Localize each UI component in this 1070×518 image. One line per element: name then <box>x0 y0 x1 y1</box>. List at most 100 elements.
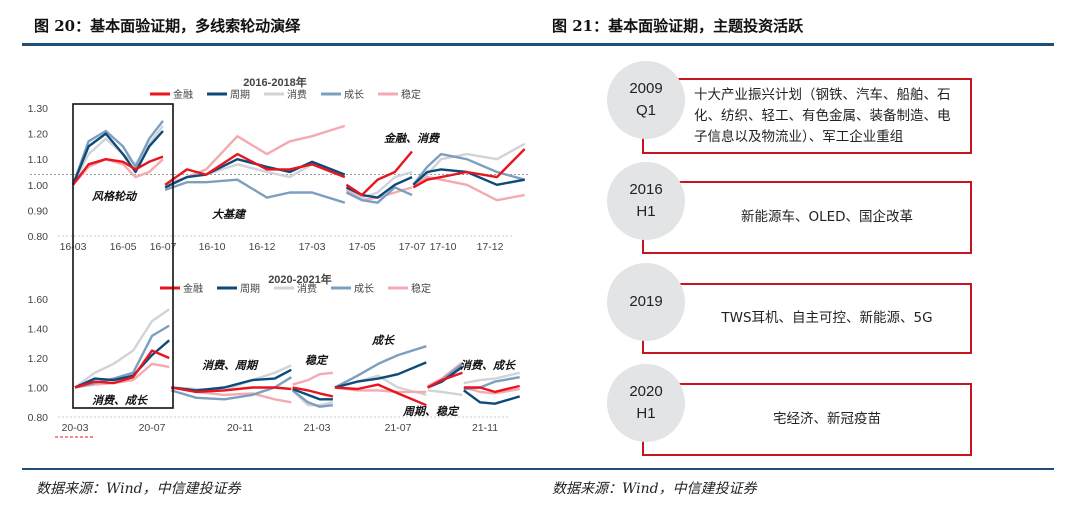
x-tick-label: 16-12 <box>249 241 276 253</box>
badge-year: 2009 <box>629 80 663 97</box>
legend-label: 稳定 <box>411 282 431 295</box>
theme-text: 宅经济、新冠疫苗 <box>773 411 881 427</box>
chart-annotation: 稳定 <box>305 354 329 367</box>
legend-label: 成长 <box>344 89 364 101</box>
series-line-稳定 <box>412 175 525 202</box>
series-line-消费 <box>427 389 463 397</box>
chart-annotation: 大基建 <box>212 208 247 221</box>
y-tick-label: 1.20 <box>28 353 49 365</box>
x-tick-label: 16-07 <box>150 241 177 253</box>
series-line-成长 <box>164 178 346 204</box>
chart-2020-2021: 1.60 1.40 1.20 1.00 0.80 20-03 20-07 20-11 21-03… <box>28 272 521 434</box>
theme-text: TWS耳机、自主可控、新能源、5G <box>721 310 933 326</box>
series-line-金融 <box>171 386 292 394</box>
highlight-frame <box>72 103 174 409</box>
series-line-稳定 <box>463 386 520 395</box>
x-tick-label: 17-05 <box>349 241 376 253</box>
timeline-theme-box: 十大产业振兴计划（钢铁、汽车、船舶、石化、纺织、轻工、有色金属、装备制造、电子信… <box>642 78 972 154</box>
legend-label: 消费 <box>297 282 317 295</box>
legend-label: 金融 <box>183 282 203 295</box>
badge-period: H1 <box>636 203 656 220</box>
badge-year: 2020 <box>629 383 663 400</box>
chart-annotation: 消费、成长 <box>460 359 516 372</box>
series-line-金融 <box>72 155 164 186</box>
x-tick-label: 21-03 <box>304 422 331 434</box>
chart-annotation: 风格轮动 <box>91 190 138 203</box>
y-tick-label: 0.90 <box>28 205 49 217</box>
x-tick-label: 20-03 <box>62 422 89 434</box>
badge-year: 2016 <box>629 181 663 198</box>
badge-period: H1 <box>636 405 656 422</box>
legend-label: 周期 <box>240 283 260 295</box>
legend-label: 稳定 <box>401 88 421 101</box>
timeline-theme-box: 宅经济、新冠疫苗 <box>642 383 972 456</box>
x-tick-label: 17-03 <box>299 241 326 253</box>
series-line-周期 <box>463 389 521 405</box>
badge-period: Q1 <box>635 102 656 119</box>
series-line-消费 <box>345 170 413 199</box>
x-tick-label: 17-07 <box>399 241 426 253</box>
y-tick-label: 1.20 <box>28 129 49 141</box>
legend-label: 消费 <box>287 88 307 101</box>
y-tick-label: 1.10 <box>28 154 49 166</box>
chart-annotation: 消费、成长 <box>92 394 148 407</box>
series-line-稳定 <box>72 157 164 186</box>
y-tick-label: 1.00 <box>28 383 49 395</box>
series-line-成长 <box>71 120 164 186</box>
timeline-date-badge: 2009 Q1 <box>607 61 685 139</box>
chart-annotation: 成长 <box>371 334 395 347</box>
chart-annotation: 周期、稳定 <box>402 405 460 418</box>
bottom-rule <box>22 468 1054 470</box>
y-tick-label: 0.80 <box>28 412 49 424</box>
timeline-theme-box: TWS耳机、自主可控、新能源、5G <box>642 283 972 354</box>
series-line-稳定 <box>292 371 334 386</box>
series-line-成长 <box>170 376 292 401</box>
series-line-周期 <box>71 130 164 186</box>
badge-year: 2019 <box>629 293 663 310</box>
legend-label: 金融 <box>173 88 193 101</box>
x-tick-label: 17-12 <box>477 241 504 253</box>
series-line-金融 <box>412 148 526 189</box>
theme-text: 十大产业振兴计划（钢铁、汽车、船舶、石化、纺织、轻工、有色金属、装备制造、电子信… <box>694 86 951 145</box>
series-line-稳定 <box>74 362 170 389</box>
y-tick-label: 1.30 <box>28 103 49 115</box>
y-tick-label: 1.40 <box>28 324 49 336</box>
series-line-周期 <box>292 387 333 401</box>
timeline-date-badge: 2020 H1 <box>607 364 685 442</box>
chart-title: 2020-2021年 <box>268 272 332 286</box>
legend-label: 成长 <box>354 283 374 295</box>
series-line-成长 <box>345 186 413 204</box>
chart-title: 2016-2018年 <box>243 75 307 89</box>
x-tick-label: 21-11 <box>472 422 498 434</box>
series-line-金融 <box>292 386 334 398</box>
series-line-周期 <box>412 168 525 187</box>
x-tick-label: 16-05 <box>110 241 137 253</box>
timeline-date-badge: 2019 <box>607 263 685 341</box>
theme-text: 新能源车、OLED、国企改革 <box>740 209 914 225</box>
top-rule <box>22 43 1054 46</box>
series-line-金融 <box>463 384 520 394</box>
chart-annotation: 消费、周期 <box>202 359 259 372</box>
series-line-消费 <box>74 308 170 389</box>
series-line-消费 <box>463 371 520 385</box>
y-tick-label: 1.60 <box>28 294 49 306</box>
series-line-金融 <box>345 150 413 197</box>
y-tick-label: 0.80 <box>28 231 49 243</box>
legend-label: 周期 <box>230 89 250 101</box>
series-line-成长 <box>334 345 427 389</box>
right-figure-source: 数据来源：Wind，中信建投证券 <box>552 481 757 497</box>
series-line-成长 <box>291 389 334 408</box>
series-line-周期 <box>171 368 292 392</box>
x-tick-label: 17-10 <box>430 241 457 253</box>
x-tick-label: 20-11 <box>227 422 253 434</box>
y-tick-label: 1.00 <box>28 180 49 192</box>
left-figure-title: 图 20：基本面验证期，多线索轮动演绎 <box>34 17 301 35</box>
x-tick-label: 20-07 <box>139 422 166 434</box>
series-line-金融 <box>74 349 170 389</box>
series-line-周期 <box>334 361 427 389</box>
x-tick-label: 21-07 <box>385 422 412 434</box>
series-line-消费 <box>71 125 164 186</box>
chart-annotation: 金融、消费 <box>384 132 441 145</box>
